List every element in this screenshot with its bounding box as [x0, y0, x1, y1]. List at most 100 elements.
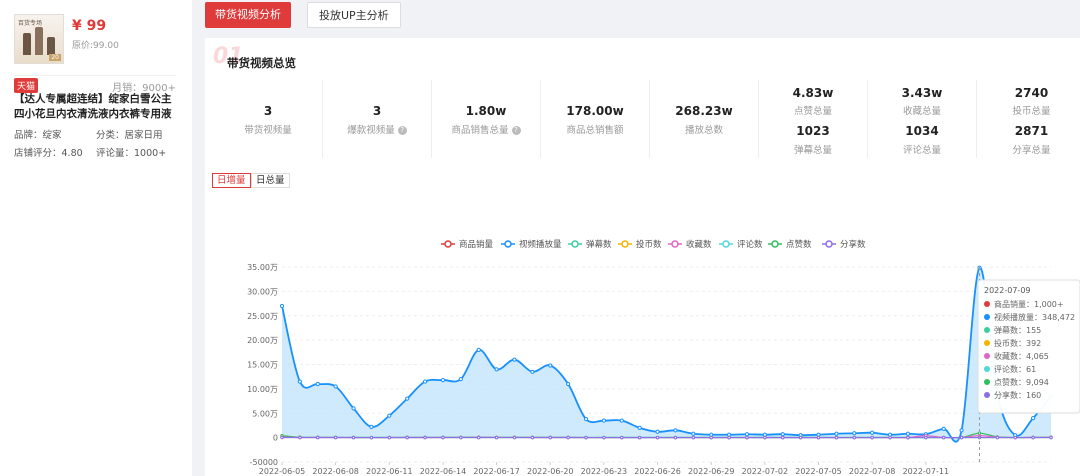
- stat-sales-volume: 1.80w 商品销售总量 ?: [432, 80, 541, 158]
- legend-marker-dot: [444, 240, 452, 248]
- data-point: [1031, 416, 1036, 421]
- data-point: [655, 435, 660, 440]
- stat-value: 3: [263, 104, 273, 118]
- tooltip-marker: [984, 392, 990, 398]
- legend-item: 分享数: [840, 239, 866, 250]
- tooltip-marker: [984, 353, 990, 359]
- legend-marker-dot: [671, 240, 679, 248]
- tooltip-row: 商品销量：1,000+: [994, 299, 1064, 309]
- data-point: [1049, 435, 1053, 440]
- data-point: [601, 418, 607, 423]
- data-point: [422, 379, 428, 384]
- stat-total-plays: 268.23w 播放总数: [650, 80, 759, 158]
- stat-label: 点赞总量: [793, 106, 832, 117]
- data-point: [637, 425, 642, 430]
- data-point: [744, 432, 750, 437]
- product-price: ¥ 99: [72, 18, 107, 34]
- data-point: [583, 417, 589, 422]
- category-value: 居家日用: [124, 130, 163, 141]
- store-badge: 天猫: [14, 78, 39, 93]
- legend-item: 点赞数: [786, 239, 812, 250]
- stat-value: 4.83w: [792, 86, 834, 100]
- thumbnail-tag: 20: [49, 54, 61, 61]
- tab-up-analysis[interactable]: 投放UP主分析: [307, 2, 401, 28]
- data-point: [959, 428, 964, 433]
- data-point: [566, 435, 570, 440]
- legend-item: 收藏数: [686, 239, 712, 250]
- data-point: [351, 406, 356, 411]
- category-info: 分类：居家日用: [96, 127, 163, 141]
- tooltip-date: 2022-07-09: [984, 286, 1031, 295]
- tooltip-marker: [984, 379, 990, 385]
- help-icon[interactable]: ?: [397, 126, 407, 135]
- y-tick-label: 25.00万: [247, 312, 278, 321]
- y-tick-label: 30.00万: [247, 287, 278, 296]
- tooltip-row: 投币数：392: [994, 338, 1041, 348]
- stat-label: 播放总数: [684, 125, 723, 136]
- data-point: [619, 418, 624, 423]
- product-card: 百货专场 20 ¥ 99 原价:99.00 天猫 月销：9000+ 【达人专属超…: [0, 0, 192, 476]
- data-point: [852, 435, 856, 440]
- stat-value: 2871: [1014, 124, 1049, 138]
- tooltip-row: 视频播放量：348,472: [994, 312, 1075, 322]
- legend-item: 投币数: [636, 239, 662, 250]
- x-tick-label: 2022-06-14: [420, 467, 467, 476]
- x-tick-label: 2022-06-05: [259, 467, 306, 476]
- brand-label: 品牌：: [14, 130, 43, 141]
- stat-value: 1034: [905, 124, 939, 138]
- data-point: [369, 435, 374, 440]
- reviews-info: 评论量：1000+: [96, 145, 166, 159]
- help-icon[interactable]: ?: [511, 126, 521, 135]
- bottle-shape: [35, 27, 43, 55]
- data-point: [405, 435, 409, 440]
- data-point: [781, 435, 785, 440]
- data-point: [887, 432, 893, 437]
- data-point: [333, 435, 338, 440]
- data-point: [727, 435, 731, 440]
- data-point: [924, 435, 928, 440]
- reviews-label: 评论量：: [96, 148, 135, 159]
- data-point: [280, 435, 284, 440]
- data-point: [315, 381, 320, 387]
- data-point: [816, 435, 821, 440]
- data-point: [905, 431, 911, 436]
- data-point: [763, 435, 767, 440]
- x-tick-label: 2022-06-29: [688, 467, 735, 476]
- tooltip-marker: [984, 327, 990, 333]
- data-point: [459, 435, 463, 440]
- store-score-info: 店铺评分：4.80: [14, 145, 83, 159]
- y-tick-label: 15.00万: [247, 361, 278, 370]
- data-point: [673, 435, 678, 440]
- data-point: [691, 431, 696, 436]
- tooltip-row: 点赞数：9,094: [994, 377, 1049, 387]
- legend-marker-dot: [621, 240, 629, 248]
- legend-item: 商品销量: [459, 239, 494, 250]
- section-title: 带货视频总览: [227, 56, 296, 70]
- x-tick-label: 2022-06-23: [581, 467, 628, 476]
- tab-video-analysis[interactable]: 带货视频分析: [205, 2, 291, 28]
- product-title[interactable]: 【达人专属超连结】绽家白雪公主四小花旦内衣清洗液内衣裤专用液: [14, 93, 172, 120]
- original-price: 原价:99.00: [72, 41, 119, 51]
- x-tick-label: 2022-07-05: [795, 467, 842, 476]
- daily-increment-toggle[interactable]: 日增量: [212, 173, 251, 188]
- data-point: [477, 435, 481, 440]
- data-point: [441, 435, 445, 440]
- data-point: [548, 435, 552, 440]
- data-point: [405, 396, 410, 401]
- data-point: [762, 432, 767, 437]
- product-thumbnail[interactable]: 百货专场 20: [14, 14, 64, 64]
- x-tick-label: 2022-06-26: [634, 467, 681, 476]
- stat-label: 弹幕总量: [793, 145, 832, 156]
- data-point: [906, 435, 910, 440]
- data-point: [691, 435, 696, 440]
- stat-value: 1.80w: [465, 104, 507, 118]
- data-point: [1031, 435, 1035, 440]
- series-area: [282, 267, 1051, 442]
- daily-total-toggle[interactable]: 日总量: [251, 173, 290, 188]
- data-point: [387, 435, 392, 440]
- tooltip-row: 弹幕数：155: [994, 325, 1041, 335]
- data-point: [726, 432, 732, 437]
- stat-hot-video-count: 3 爆款视频量 ?: [323, 80, 432, 158]
- trend-chart[interactable]: 商品销量 视频播放量 弹幕数 投币数 收藏数 评论数 点赞数 分享数 35.00万 30.00万 2…: [205, 193, 1080, 476]
- data-point: [637, 435, 642, 440]
